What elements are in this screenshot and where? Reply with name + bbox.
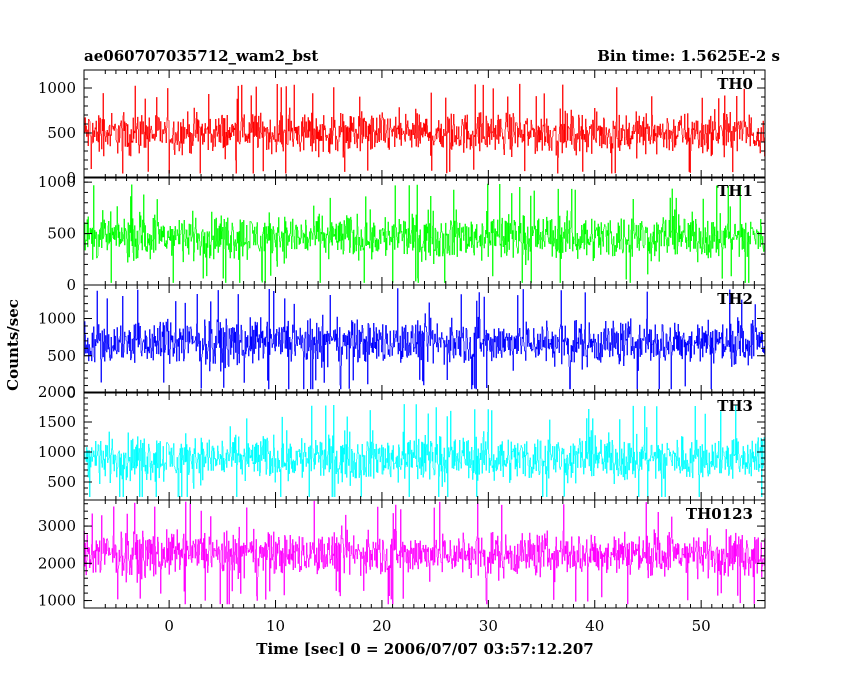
x-tick-label: 30 xyxy=(479,617,498,635)
series-th1 xyxy=(84,183,765,283)
series-th0123 xyxy=(84,500,765,605)
x-tick-label: 20 xyxy=(372,617,391,635)
panel-label-th0123: TH0123 xyxy=(686,505,753,523)
x-axis-label: Time [sec] 0 = 2006/07/07 03:57:12.207 xyxy=(256,640,593,658)
series-th0 xyxy=(84,83,765,174)
y-axis-label: Counts/sec xyxy=(4,299,22,391)
y-tick-label: 500 xyxy=(47,124,76,142)
y-tick-label: 1000 xyxy=(38,592,76,610)
y-tick-label: 3000 xyxy=(38,517,76,535)
y-tick-label: 1000 xyxy=(38,443,76,461)
panel-label-th1: TH1 xyxy=(717,182,753,200)
y-tick-label: 500 xyxy=(47,473,76,491)
y-tick-label: 2000 xyxy=(38,383,76,401)
x-tick-label: 10 xyxy=(266,617,285,635)
y-tick-label: 0 xyxy=(66,276,76,294)
x-tick-label: 0 xyxy=(164,617,174,635)
x-tick-label: 40 xyxy=(585,617,604,635)
panel-label-th2: TH2 xyxy=(717,290,753,308)
panel-label-th0: TH0 xyxy=(717,75,753,93)
y-tick-label: 0 xyxy=(66,384,76,402)
bin-time-label: Bin time: 1.5625E-2 s xyxy=(597,47,780,65)
y-tick-label: 2000 xyxy=(38,554,76,572)
x-tick-label: 50 xyxy=(692,617,711,635)
panel-label-th3: TH3 xyxy=(717,397,753,415)
y-tick-label: 500 xyxy=(47,347,76,365)
series-th3 xyxy=(84,404,765,497)
y-tick-label: 1500 xyxy=(38,413,76,431)
y-tick-label: 0 xyxy=(66,169,76,187)
chart-title: ae060707035712_wam2_bst xyxy=(84,47,318,65)
y-tick-label: 1000 xyxy=(38,79,76,97)
series-th2 xyxy=(84,288,765,390)
y-tick-label: 1000 xyxy=(38,310,76,328)
y-tick-label: 500 xyxy=(47,225,76,243)
y-tick-label: 1000 xyxy=(38,173,76,191)
